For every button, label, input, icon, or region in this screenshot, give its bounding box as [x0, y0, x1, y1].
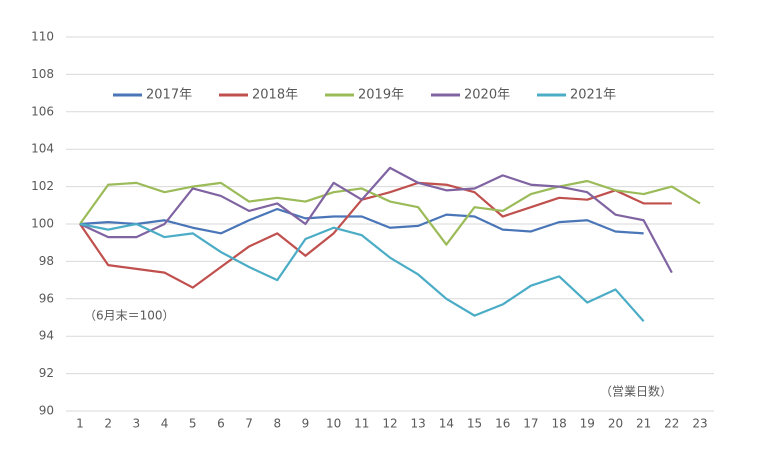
legend-label: 2021年	[570, 88, 616, 103]
x-tick-label: 2	[104, 417, 112, 431]
x-tick-label: 22	[664, 417, 679, 431]
x-tick-label: 18	[551, 417, 566, 431]
legend-label: 2017年	[146, 88, 192, 103]
legend-label: 2018年	[252, 88, 298, 103]
x-tick-label: 10	[326, 417, 341, 431]
y-tick-label: 98	[39, 254, 54, 268]
legend-label: 2019年	[358, 88, 404, 103]
y-tick-label: 94	[39, 329, 54, 343]
x-tick-label: 5	[189, 417, 197, 431]
x-tick-label: 13	[411, 417, 426, 431]
x-tick-label: 1	[76, 417, 84, 431]
y-tick-label: 100	[31, 217, 54, 231]
x-tick-label: 8	[273, 417, 281, 431]
x-tick-label: 16	[495, 417, 510, 431]
x-tick-label: 19	[580, 417, 595, 431]
x-tick-label: 15	[467, 417, 482, 431]
x-tick-label: 6	[217, 417, 225, 431]
x-tick-label: 14	[439, 417, 454, 431]
x-axis-note: （営業日数）	[600, 384, 672, 399]
x-tick-label: 7	[245, 417, 253, 431]
x-tick-label: 23	[692, 417, 707, 431]
legend-label: 2020年	[464, 88, 510, 103]
x-tick-label: 17	[523, 417, 538, 431]
y-tick-label: 104	[31, 142, 54, 156]
y-tick-label: 106	[31, 104, 54, 118]
note: （6月末＝100）	[84, 309, 175, 323]
x-tick-label: 21	[636, 417, 651, 431]
x-tick-label: 3	[133, 417, 141, 431]
y-tick-label: 108	[31, 67, 54, 81]
x-tick-label: 11	[354, 417, 369, 431]
x-tick-label: 9	[302, 417, 310, 431]
x-tick-label: 4	[161, 417, 169, 431]
x-tick-label: 20	[608, 417, 623, 431]
y-tick-label: 90	[39, 404, 54, 418]
series-line	[79, 222, 645, 322]
y-tick-label: 92	[39, 366, 54, 380]
y-tick-label: 96	[39, 291, 54, 305]
series-line	[79, 166, 673, 274]
y-tick-label: 102	[31, 179, 54, 193]
series-line	[79, 181, 672, 289]
x-tick-label: 12	[382, 417, 397, 431]
series-line	[79, 207, 644, 235]
series-line	[79, 179, 701, 246]
y-tick-label: 110	[31, 30, 54, 44]
